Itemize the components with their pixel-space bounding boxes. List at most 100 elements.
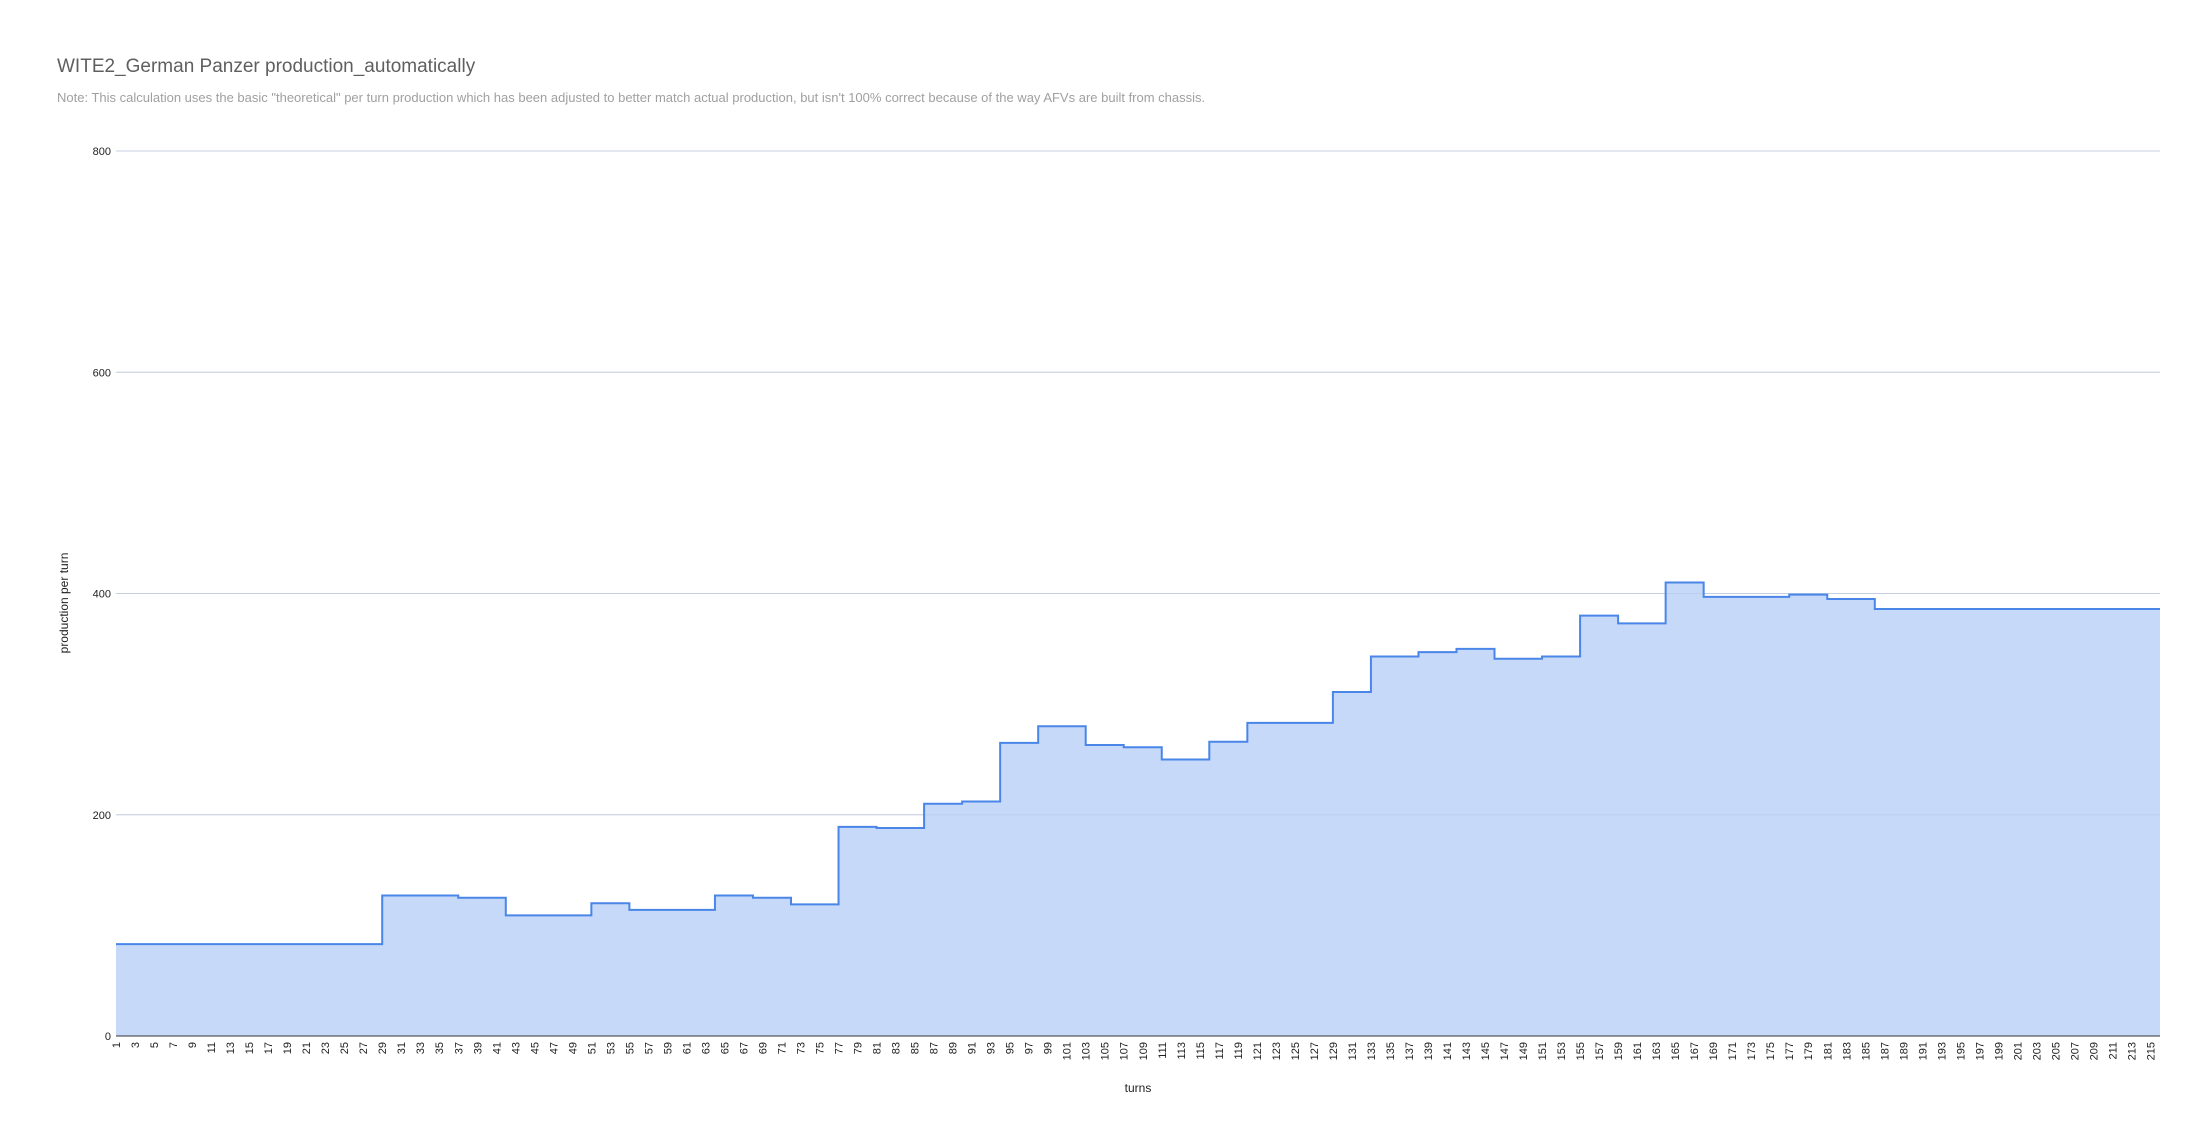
x-tick-label-31: 31 xyxy=(396,1042,408,1054)
x-tick-label-119: 119 xyxy=(1233,1042,1245,1060)
x-tick-label-83: 83 xyxy=(891,1042,903,1054)
x-tick-label-73: 73 xyxy=(796,1042,808,1054)
x-tick-label-177: 177 xyxy=(1784,1042,1796,1060)
chart-title: WITE2_German Panzer production_automatic… xyxy=(57,56,476,77)
x-tick-label-33: 33 xyxy=(415,1042,427,1054)
x-tick-label-123: 123 xyxy=(1271,1042,1283,1060)
x-tick-label-49: 49 xyxy=(567,1042,579,1054)
x-tick-label-39: 39 xyxy=(472,1042,484,1054)
x-tick-label-85: 85 xyxy=(910,1042,922,1054)
x-tick-label-25: 25 xyxy=(339,1042,351,1054)
x-tick-labels: 1 3 5 7 9 11 13 15 17 19 21 23 25 27 29 31 33 35 37 39 41 43 4… xyxy=(111,1042,2157,1060)
x-tick-label-97: 97 xyxy=(1024,1042,1036,1054)
x-tick-label-45: 45 xyxy=(529,1042,541,1054)
chart-subtitle: Note: This calculation uses the basic "t… xyxy=(57,90,1206,105)
series-line xyxy=(116,581,2160,946)
x-tick-label-93: 93 xyxy=(986,1042,998,1054)
y-tick-label-0: 0 xyxy=(105,1031,111,1043)
x-tick-label-17: 17 xyxy=(263,1042,275,1054)
x-tick-label-69: 69 xyxy=(757,1042,769,1054)
x-tick-label-185: 185 xyxy=(1860,1042,1872,1060)
x-tick-label-131: 131 xyxy=(1347,1042,1359,1060)
x-tick-label-129: 129 xyxy=(1328,1042,1340,1060)
x-tick-label-213: 213 xyxy=(2126,1042,2138,1060)
x-tick-label-61: 61 xyxy=(681,1042,693,1054)
x-tick-label-59: 59 xyxy=(662,1042,674,1054)
x-tick-label-41: 41 xyxy=(491,1042,503,1054)
y-tick-label-600: 600 xyxy=(93,367,111,379)
x-tick-label-7: 7 xyxy=(168,1042,180,1048)
x-tick-label-91: 91 xyxy=(967,1042,979,1054)
x-tick-label-75: 75 xyxy=(815,1042,827,1054)
x-tick-label-169: 169 xyxy=(1708,1042,1720,1060)
x-tick-label-127: 127 xyxy=(1309,1042,1321,1060)
x-tick-label-79: 79 xyxy=(853,1042,865,1054)
x-tick-label-103: 103 xyxy=(1081,1042,1093,1060)
x-tick-label-95: 95 xyxy=(1005,1042,1017,1054)
x-tick-label-63: 63 xyxy=(700,1042,712,1054)
x-tick-label-151: 151 xyxy=(1537,1042,1549,1060)
x-tick-label-1: 1 xyxy=(111,1042,123,1048)
x-tick-label-159: 159 xyxy=(1613,1042,1625,1060)
x-tick-label-139: 139 xyxy=(1423,1042,1435,1060)
x-tick-label-201: 201 xyxy=(2012,1042,2024,1060)
x-tick-label-199: 199 xyxy=(1993,1042,2005,1060)
x-tick-label-135: 135 xyxy=(1385,1042,1397,1060)
x-tick-label-11: 11 xyxy=(206,1042,218,1053)
x-tick-label-117: 117 xyxy=(1214,1042,1226,1060)
x-tick-label-105: 105 xyxy=(1100,1042,1112,1060)
x-tick-label-163: 163 xyxy=(1651,1042,1663,1060)
x-tick-label-111: 111 xyxy=(1157,1042,1169,1059)
x-tick-label-47: 47 xyxy=(548,1042,560,1054)
x-tick-label-155: 155 xyxy=(1575,1042,1587,1060)
x-tick-label-197: 197 xyxy=(1974,1042,1986,1060)
x-tick-label-215: 215 xyxy=(2145,1042,2157,1060)
y-tick-label-200: 200 xyxy=(93,810,111,822)
x-tick-label-37: 37 xyxy=(453,1042,465,1054)
x-tick-label-19: 19 xyxy=(282,1042,294,1054)
x-tick-label-143: 143 xyxy=(1461,1042,1473,1060)
x-tick-label-43: 43 xyxy=(510,1042,522,1054)
y-tick-label-800: 800 xyxy=(93,146,111,158)
x-tick-label-175: 175 xyxy=(1765,1042,1777,1060)
x-tick-label-89: 89 xyxy=(948,1042,960,1054)
x-tick-label-51: 51 xyxy=(586,1042,598,1054)
x-tick-label-99: 99 xyxy=(1043,1042,1055,1054)
x-tick-label-53: 53 xyxy=(605,1042,617,1054)
x-tick-label-67: 67 xyxy=(738,1042,750,1054)
x-tick-label-29: 29 xyxy=(377,1042,389,1054)
x-tick-label-113: 113 xyxy=(1176,1042,1188,1060)
x-tick-label-161: 161 xyxy=(1632,1042,1644,1060)
x-tick-label-141: 141 xyxy=(1442,1042,1454,1060)
x-tick-label-181: 181 xyxy=(1822,1042,1834,1060)
y-tick-labels: 0 200 400 600 800 xyxy=(93,146,111,1043)
x-tick-label-57: 57 xyxy=(643,1042,655,1054)
x-tick-label-81: 81 xyxy=(872,1042,884,1054)
x-tick-label-13: 13 xyxy=(225,1042,237,1054)
series-area-fill xyxy=(116,582,2160,1036)
x-tick-label-147: 147 xyxy=(1499,1042,1511,1060)
x-tick-label-191: 191 xyxy=(1917,1042,1929,1060)
x-tick-label-15: 15 xyxy=(244,1042,256,1054)
x-tick-label-211: 211 xyxy=(2107,1042,2119,1060)
x-tick-label-149: 149 xyxy=(1518,1042,1530,1060)
x-tick-label-5: 5 xyxy=(149,1042,161,1048)
x-tick-label-171: 171 xyxy=(1727,1042,1739,1060)
x-tick-label-165: 165 xyxy=(1670,1042,1682,1060)
x-tick-label-173: 173 xyxy=(1746,1042,1758,1060)
data-area xyxy=(116,150,2160,1037)
x-tick-label-153: 153 xyxy=(1556,1042,1568,1060)
y-tick-label-400: 400 xyxy=(93,589,111,601)
x-tick-label-77: 77 xyxy=(834,1042,846,1054)
x-tick-label-145: 145 xyxy=(1480,1042,1492,1060)
x-tick-label-87: 87 xyxy=(929,1042,941,1054)
x-tick-label-21: 21 xyxy=(301,1042,313,1054)
x-tick-label-101: 101 xyxy=(1062,1042,1074,1060)
x-tick-label-133: 133 xyxy=(1366,1042,1378,1060)
x-tick-label-125: 125 xyxy=(1290,1042,1302,1060)
x-tick-label-157: 157 xyxy=(1594,1042,1606,1060)
x-tick-label-179: 179 xyxy=(1803,1042,1815,1060)
x-tick-label-71: 71 xyxy=(776,1042,788,1054)
x-tick-label-207: 207 xyxy=(2069,1042,2081,1060)
